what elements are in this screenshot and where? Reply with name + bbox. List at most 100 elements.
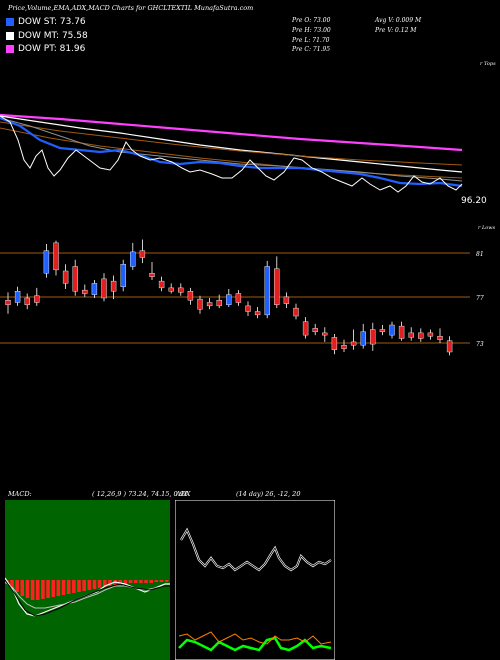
macd-signal-line [5,581,170,609]
macd-values: ( 12,26,9 ) 73.24, 74.15, 0.91 [92,490,189,498]
candle-body [53,242,59,271]
candle-body [293,307,299,317]
site-name: MunafaSutra.com [194,4,254,12]
macd-hist-bar [20,580,25,596]
macd-hist-bar [82,580,86,591]
ema-st-line [0,116,463,188]
macd-histogram [5,580,169,600]
candle-body [206,302,213,307]
legend-swatch-st [6,18,14,26]
candle-body [168,287,174,292]
macd-line-2 [5,579,170,617]
level-lines [0,252,470,344]
macd-hist-bar [164,580,169,582]
candle-body [418,332,424,339]
price-close-line [0,115,463,193]
macd-hist-bar [30,580,35,600]
macd-hist-bar [133,580,138,583]
candle-body [322,332,328,336]
macd-hist-bar [35,580,40,600]
candle-body [62,270,69,284]
macd-label: MACD: [8,490,32,498]
macd-hist-bar [139,580,143,583]
adx-background [175,500,335,660]
candle-body [149,273,155,277]
candle-body [254,311,261,316]
candle-body [245,305,251,312]
macd-hist-bar [72,580,76,593]
macd-hist-bar [15,580,19,592]
candle-body [120,264,126,287]
y-tick-81: 81 [476,251,484,258]
candle-body [427,332,434,337]
macd-hist-bar [118,580,123,584]
candle-body [360,331,366,346]
macd-hist-bar [159,580,164,582]
candles-group [5,239,453,356]
candle-body [331,337,338,350]
ema-mt-line [0,115,463,173]
macd-hist-bar [108,580,112,586]
legend-dow-mt: DOW MT: 75.58 [6,31,88,41]
adx-values: (14 day) 26, -12, 20 [236,490,301,498]
ema-brown-line-2 [0,127,463,179]
candle-body [350,341,357,346]
candle-body [264,266,270,316]
lows-label: r Lows [478,225,496,231]
legend-swatch-mt [6,32,14,40]
pre-open: Pre O: 73.00 [292,17,331,24]
candle-body [34,295,40,303]
macd-hist-bar [66,580,71,594]
candle-body [274,268,280,305]
candle-body [5,300,11,305]
candle-body [197,298,203,310]
candle-body [91,283,98,295]
macd-hist-bar [97,580,102,588]
candle-body [370,329,376,345]
candle-body [110,280,117,292]
ema-brown-line-1 [0,121,463,166]
y-tick-77: 77 [476,295,484,302]
candle-body [216,300,222,307]
candle-body [101,278,107,299]
candle-body [43,250,50,274]
macd-hist-bar [123,580,128,584]
candle-body [178,287,184,293]
price-chart: 81 77 73 [0,113,484,356]
pre-volume: Pre V: 0.12 M [375,27,417,34]
ema-value-label: 96.20 [461,196,487,206]
candle-body [82,289,88,294]
macd-panel [5,500,170,660]
macd-hist-bar [25,580,30,598]
legend-dow-st: DOW ST: 73.76 [6,17,86,27]
legend-label-mt: DOW MT: 75.58 [18,31,88,41]
candle-body [187,291,194,301]
macd-hist-bar [102,580,107,587]
macd-hist-bar [149,580,153,583]
macd-hist-bar [10,580,14,588]
adx-panel [175,500,335,660]
pre-low: Pre L: 71.70 [292,37,330,44]
candle-body [379,329,386,332]
legend-dow-pt: DOW PT: 81.96 [6,44,85,54]
candle-body [446,340,453,353]
candle-body [341,345,347,349]
macd-hist-bar [46,580,50,598]
candle-body [389,324,395,336]
macd-hist-bar [51,580,56,597]
candle-body [437,336,443,340]
avg-volume: Avg V: 0.009 M [375,17,422,24]
legend-swatch-pt [6,45,14,53]
candle-body [312,328,318,332]
candle-body [235,293,242,303]
candle-body [408,332,414,338]
chart-title-text: Price,Volume,EMA,ADX,MACD Charts for GHC… [8,4,193,12]
legend-label-pt: DOW PT: 81.96 [18,44,86,54]
pre-high: Pre H: 73.00 [292,27,331,34]
macd-hist-bar [77,580,81,592]
y-tick-73: 73 [476,341,484,348]
candle-body [398,325,405,339]
macd-hist-bar [154,580,159,582]
candle-body [302,321,309,336]
pre-close: Pre C: 71.95 [292,46,331,53]
